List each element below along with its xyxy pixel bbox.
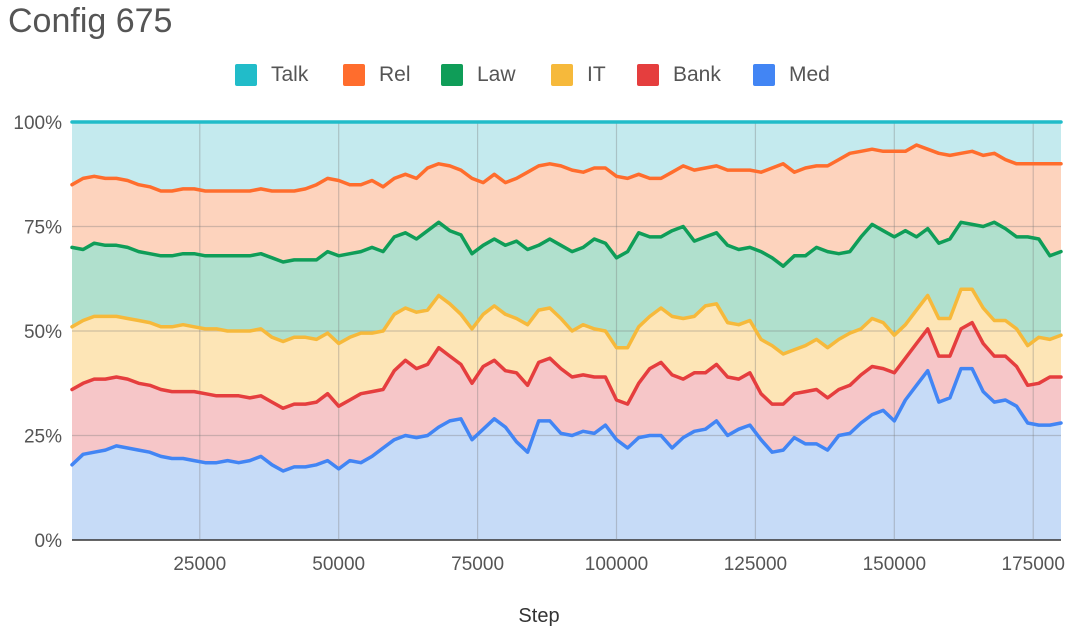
- legend: Talk Rel Law IT Bank Med: [0, 60, 1078, 90]
- y-tick-label: 75%: [24, 218, 62, 239]
- x-tick-label: 150000: [863, 554, 926, 575]
- area-it: [72, 289, 1061, 409]
- y-tick-label: 0%: [35, 531, 63, 552]
- legend-item-it[interactable]: IT: [551, 60, 606, 90]
- legend-item-med[interactable]: Med: [753, 60, 830, 90]
- y-tick-label: 50%: [24, 322, 62, 343]
- series-line-it: [70, 287, 1063, 356]
- series-line-rel: [70, 143, 1063, 193]
- legend-label: Med: [789, 63, 830, 86]
- area-fills: [72, 122, 1061, 540]
- series-line-law: [70, 220, 1063, 268]
- series-line-bank: [70, 320, 1063, 411]
- y-tick-label: 100%: [13, 113, 62, 134]
- x-tick-label: 125000: [724, 554, 787, 575]
- area-rel: [72, 145, 1061, 267]
- legend-item-talk[interactable]: Talk: [235, 60, 308, 90]
- area-bank: [72, 322, 1061, 471]
- legend-swatch: [551, 64, 573, 86]
- legend-swatch: [441, 64, 463, 86]
- legend-swatch: [753, 64, 775, 86]
- legend-swatch: [235, 64, 257, 86]
- chart-title: Config 675: [8, 2, 173, 40]
- legend-label: Law: [477, 63, 516, 86]
- x-tick-label: 25000: [173, 554, 226, 575]
- legend-swatch: [343, 64, 365, 86]
- x-tick-label: 175000: [1002, 554, 1065, 575]
- legend-item-rel[interactable]: Rel: [343, 60, 411, 90]
- area-talk: [72, 122, 1061, 191]
- legend-item-bank[interactable]: Bank: [637, 60, 721, 90]
- legend-item-law[interactable]: Law: [441, 60, 516, 90]
- series-lines: [70, 120, 1063, 473]
- series-line-med: [70, 366, 1063, 473]
- legend-label: Talk: [271, 63, 309, 86]
- x-tick-label: 75000: [451, 554, 504, 575]
- legend-label: Bank: [673, 63, 721, 86]
- area-med: [72, 368, 1061, 540]
- x-tick-label: 100000: [585, 554, 648, 575]
- legend-label: IT: [587, 63, 606, 86]
- legend-swatch: [637, 64, 659, 86]
- legend-label: Rel: [379, 63, 411, 86]
- x-tick-label: 50000: [312, 554, 365, 575]
- y-tick-label: 25%: [24, 427, 62, 448]
- x-axis-label: Step: [518, 605, 560, 627]
- area-law: [72, 222, 1061, 354]
